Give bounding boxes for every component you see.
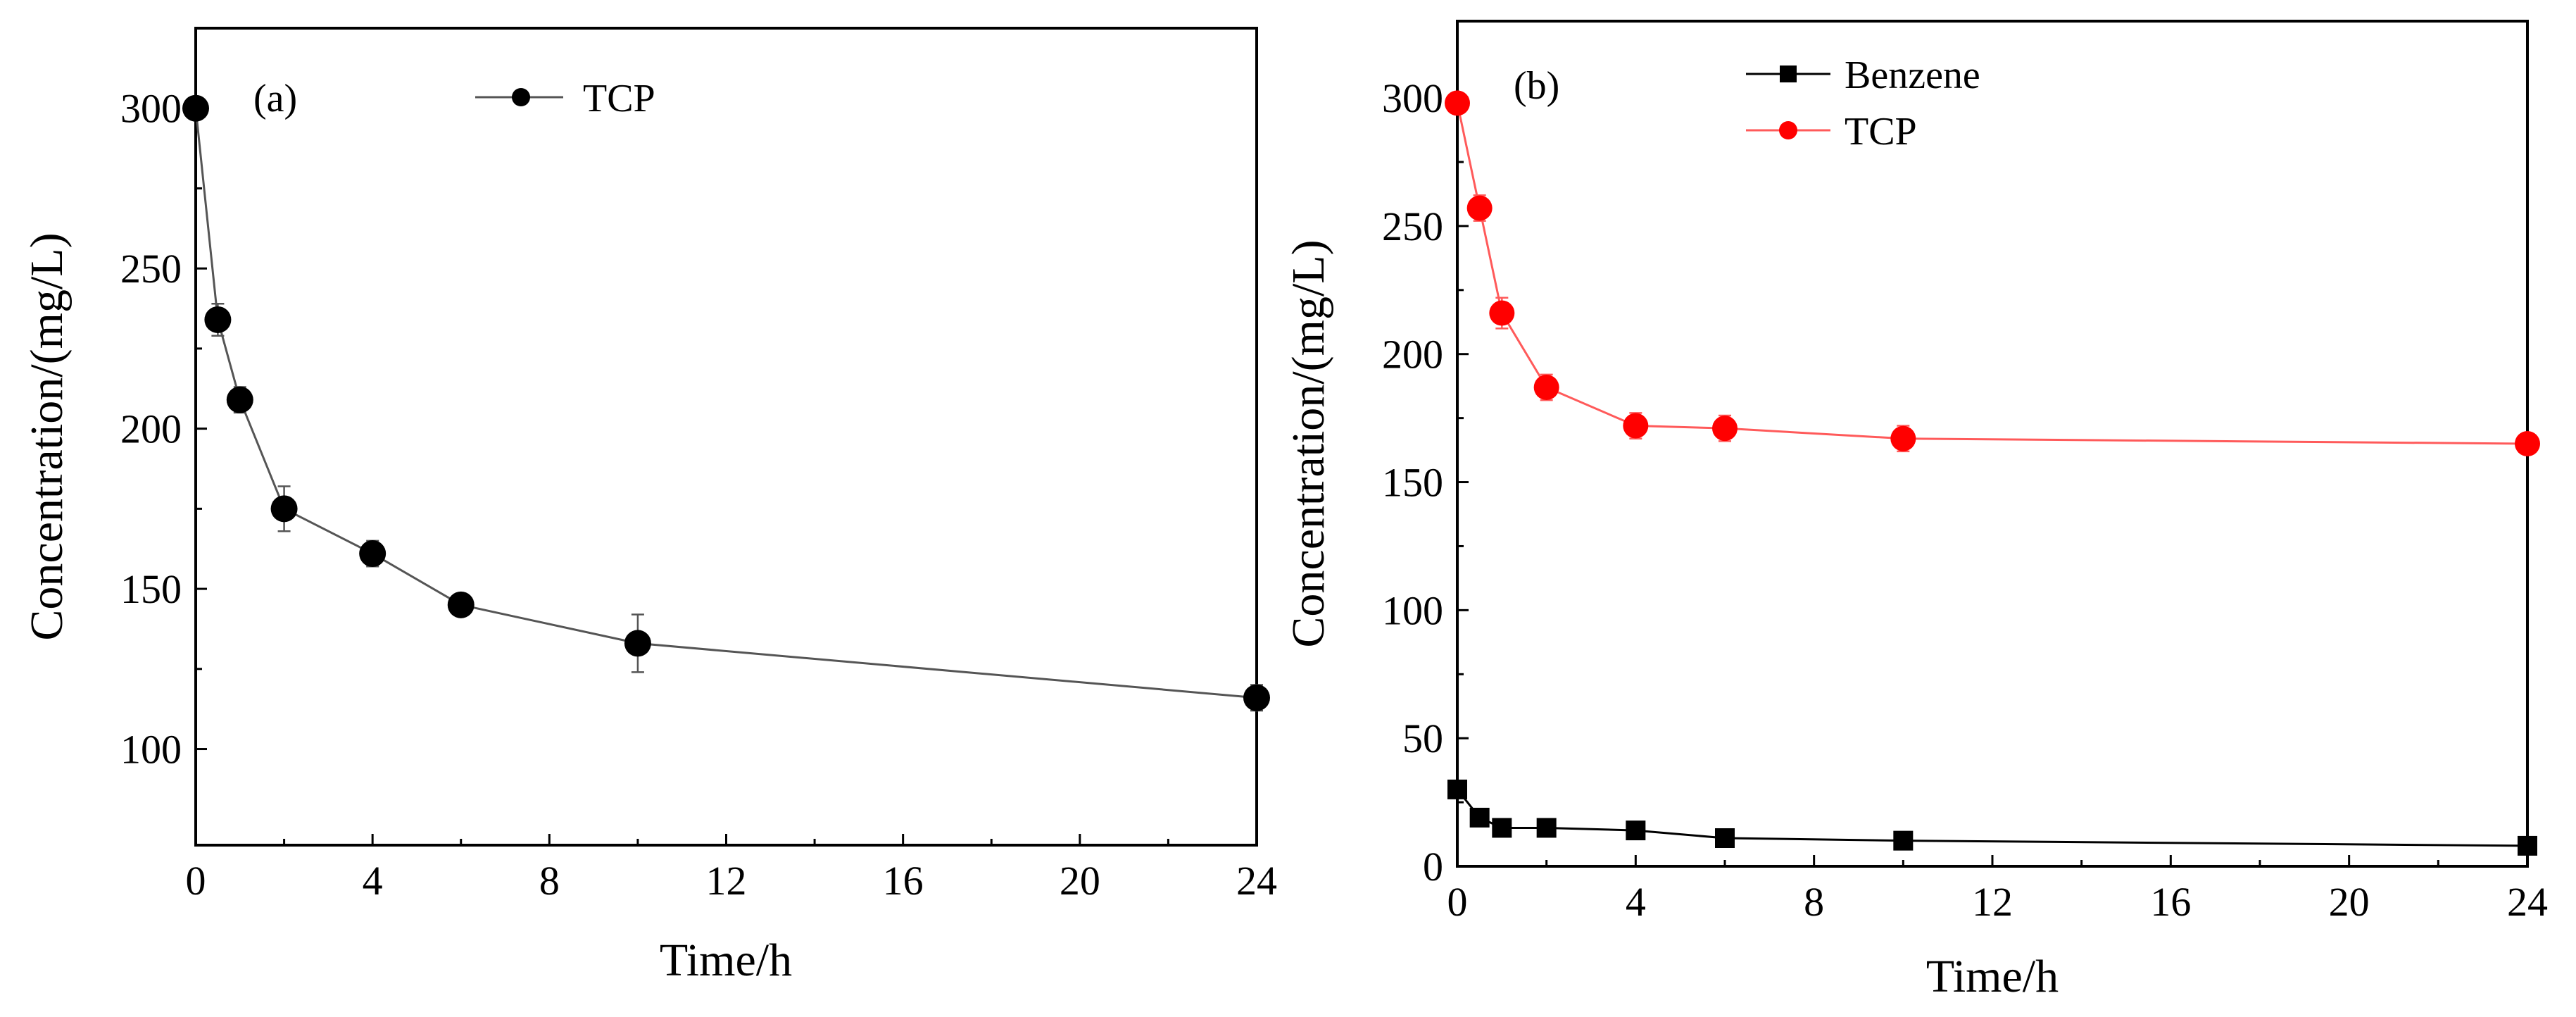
panel-b-legend-marker-tcp [1779, 121, 1797, 139]
panel-b-x-tick-label: 12 [1972, 879, 2013, 925]
panel-a-data-point-tcp [204, 306, 232, 333]
panel-b-data-point-tcp [1623, 413, 1649, 439]
panel-b-data-point-tcp [2515, 431, 2540, 456]
panel-b-y-tick-label: 0 [1423, 844, 1443, 890]
panel-b-data-point-tcp [1890, 425, 1916, 451]
panel-a-ticks: 0 4 8 12 16 20 24 100 150 200 250 300 [120, 86, 1277, 904]
panel-a-y-axis-title: Concentration/(mg/L) [21, 232, 73, 640]
panel-a-y-tick-label: 200 [120, 406, 182, 452]
panel-b-data-point-benzene [1469, 807, 1490, 828]
panel-a-x-axis-title: Time/h [660, 935, 792, 986]
panel-b-data-point-tcp [1712, 416, 1738, 442]
panel-a-data-point-tcp [1243, 684, 1270, 711]
panel-a-data-point-tcp [182, 94, 209, 122]
panel-b-x-tick-label: 16 [2150, 879, 2191, 925]
panel-a-legend-label-tcp: TCP [583, 77, 655, 120]
panel-b-legend: Benzene TCP [1746, 54, 1980, 154]
panel-b-plot-frame [1456, 20, 2529, 868]
panel-a-data-point-tcp [359, 540, 387, 568]
panel-b-ticks: 0 4 8 12 16 20 24 0 50 100 150 200 250 300 [1382, 75, 2548, 925]
panel-b-y-tick-label: 250 [1382, 204, 1443, 249]
panel-a-x-tick-label: 0 [186, 858, 206, 904]
panel-a-x-tick-label: 24 [1236, 858, 1277, 904]
panel-b-y-tick-label: 300 [1382, 75, 1443, 121]
panel-b-y-tick-label: 100 [1382, 587, 1443, 633]
panel-b-y-tick-label: 150 [1382, 460, 1443, 506]
panel-a-x-tick-label: 20 [1060, 858, 1100, 904]
panel-b-legend-label-tcp: TCP [1845, 110, 1917, 154]
panel-a-data-point-tcp [624, 630, 651, 657]
panel-b-data-point-tcp [1489, 300, 1515, 326]
panel-b-data-point-tcp [1445, 90, 1470, 116]
panel-b-legend-marker-benzene [1780, 65, 1797, 82]
panel-a-x-tick-label: 16 [883, 858, 924, 904]
panel-a: 0 4 8 12 16 20 24 100 150 200 250 300 (a) TCP Time/… [21, 27, 1277, 986]
panel-a-data-point-tcp [447, 591, 475, 618]
panel-b-legend-label-benzene: Benzene [1845, 54, 1980, 97]
panel-b-x-tick-label: 4 [1626, 879, 1646, 925]
panel-b-x-tick-label: 0 [1447, 879, 1468, 925]
panel-a-legend-marker-tcp [512, 88, 530, 106]
panel-b-label: (b) [1514, 64, 1559, 108]
panel-b-data-point-benzene [1626, 821, 1646, 841]
panel-a-series [182, 94, 1270, 712]
panel-b-data-point-benzene [1492, 818, 1512, 838]
panel-a-x-tick-label: 12 [706, 858, 747, 904]
panel-b-data-point-benzene [1447, 779, 1467, 799]
panel-a-y-tick-label: 250 [120, 246, 182, 292]
panel-b: 0 4 8 12 16 20 24 0 50 100 150 200 250 300 (b) Benzen… [1283, 20, 2548, 1002]
panel-b-y-axis-title: Concentration/(mg/L) [1283, 239, 1334, 647]
panel-a-data-point-tcp [226, 386, 253, 413]
panel-a-y-tick-label: 100 [120, 727, 182, 773]
panel-a-x-tick-label: 8 [539, 858, 560, 904]
panel-a-y-tick-label: 300 [120, 86, 182, 132]
panel-b-series-line-tcp [1456, 103, 2528, 445]
panel-a-data-point-tcp [270, 495, 298, 523]
panel-a-series-line-tcp [194, 108, 1257, 699]
panel-a-x-tick-label: 4 [363, 858, 383, 904]
panel-b-data-point-tcp [1466, 195, 1493, 221]
panel-b-x-tick-label: 20 [2329, 879, 2370, 925]
panel-b-data-point-benzene [2518, 835, 2537, 856]
panel-a-y-tick-label: 150 [120, 566, 182, 612]
panel-a-label: (a) [253, 77, 297, 120]
panel-b-data-point-benzene [1715, 828, 1735, 848]
panel-b-series-line-benzene [1456, 788, 2528, 847]
panel-b-data-point-benzene [1536, 818, 1557, 838]
panel-b-y-tick-label: 200 [1382, 332, 1443, 378]
panel-b-x-axis-title: Time/h [1926, 951, 2059, 1002]
panel-a-legend: TCP [475, 77, 655, 120]
panel-b-data-point-benzene [1893, 830, 1914, 851]
panel-b-series [1445, 90, 2540, 856]
panel-b-x-tick-label: 8 [1804, 879, 1824, 925]
panel-b-y-tick-label: 50 [1402, 716, 1443, 761]
panel-b-data-point-tcp [1533, 375, 1559, 400]
panel-b-x-tick-label: 24 [2507, 879, 2548, 925]
panel-a-plot-frame [194, 27, 1258, 847]
